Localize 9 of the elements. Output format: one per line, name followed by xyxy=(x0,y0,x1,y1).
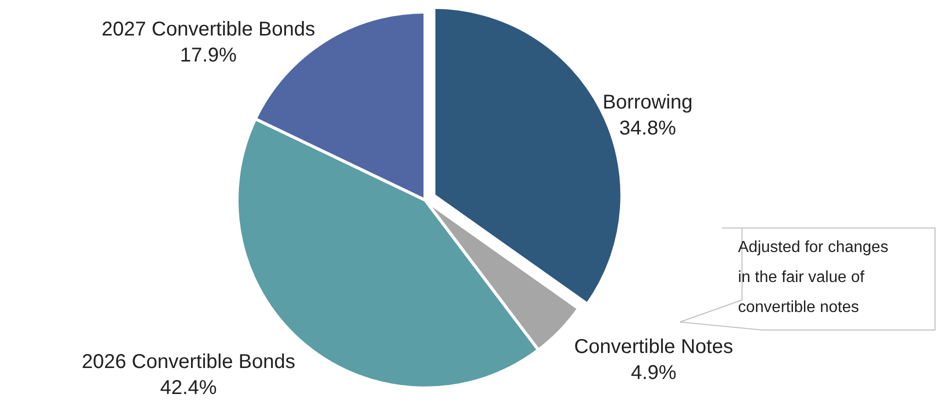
data-label: 4.9% xyxy=(630,362,677,384)
slice-label: Borrowing xyxy=(602,92,693,114)
text: Adjusted for changes in the fair value of convertible notes xyxy=(738,239,888,316)
slice-label: 2027 Convertible Bonds xyxy=(102,18,316,40)
data-label: 34.8% xyxy=(619,118,676,140)
slice-label: 2026 Convertible Bonds xyxy=(82,351,296,374)
data-label: 42.4% xyxy=(160,377,218,400)
slice-label: Convertible Notes xyxy=(574,336,734,358)
data-label: 17.9% xyxy=(180,44,237,66)
